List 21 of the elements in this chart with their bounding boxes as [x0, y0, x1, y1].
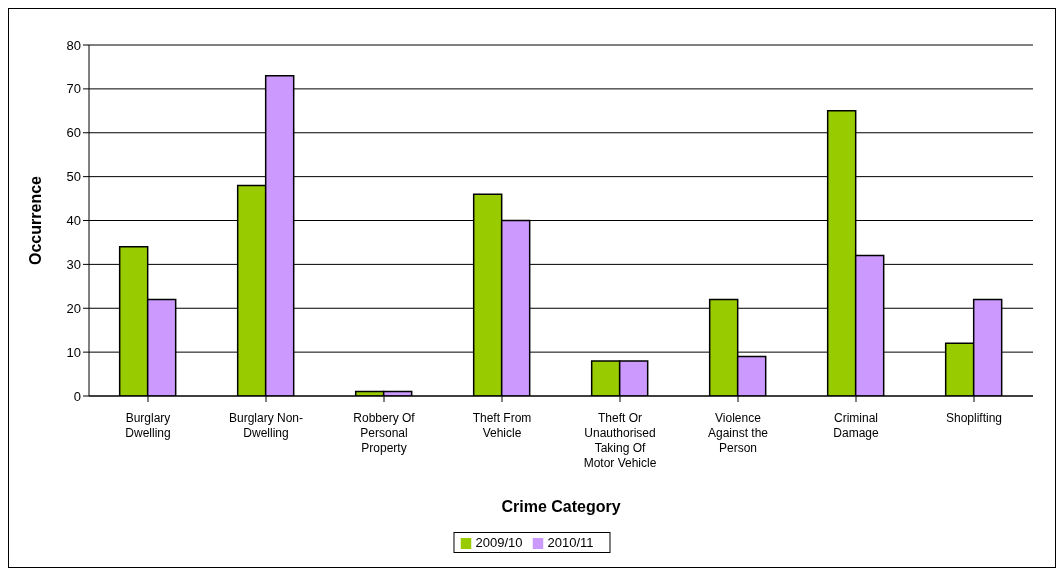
x-tick-label: Shoplifting — [945, 411, 1003, 425]
x-axis-title: Crime Category — [501, 498, 621, 515]
x-tick-label: Theft Or Unauthorised Taking Of Motor Vehicle — [583, 411, 657, 470]
y-tick-label: 70 — [66, 81, 81, 97]
y-tick-label: 50 — [66, 169, 81, 185]
legend-label: 2010/11 — [547, 535, 594, 550]
x-tick-label: Burglary Dwelling — [125, 411, 171, 440]
y-axis-title: Occurrence — [26, 175, 44, 265]
y-tick-label: 60 — [66, 125, 81, 141]
y-tick-label: 80 — [66, 37, 81, 53]
x-tick-label: Violence Against the Person — [707, 411, 769, 455]
y-tick-label: 40 — [66, 213, 81, 229]
x-tick-label: Theft From Vehicle — [472, 411, 532, 440]
x-tick-label: Burglary Non-Dwelling — [228, 411, 304, 440]
x-tick-label: Robbery Of Personal Property — [353, 411, 416, 455]
y-tick-label: 10 — [66, 344, 81, 360]
y-tick-label: 0 — [73, 388, 81, 404]
legend-label: 2009/10 — [475, 535, 523, 550]
y-tick-label: 30 — [66, 256, 81, 272]
x-tick-label: Criminal Damage — [833, 411, 879, 440]
y-tick-label: 20 — [66, 300, 81, 316]
